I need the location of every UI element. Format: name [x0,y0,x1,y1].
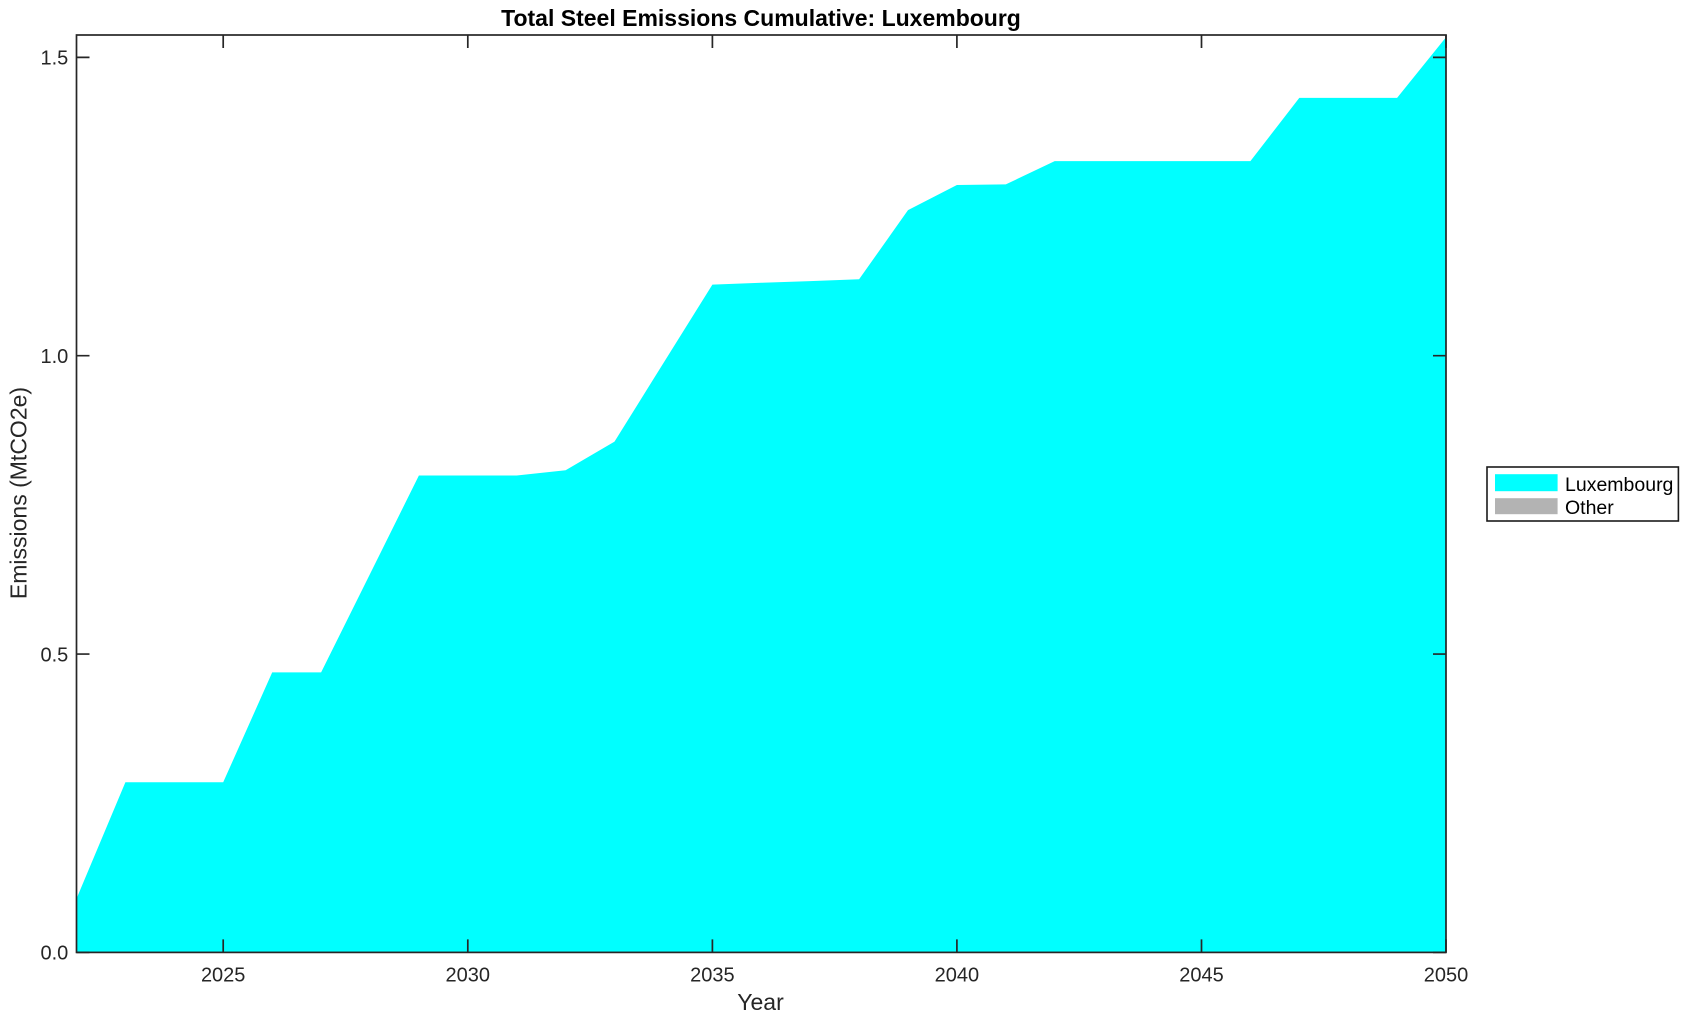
svg-text:1.5: 1.5 [40,48,68,70]
svg-text:0.5: 0.5 [40,644,68,666]
svg-text:Year: Year [737,989,784,1015]
svg-text:2050: 2050 [1424,964,1469,986]
svg-text:Total Steel Emissions Cumulati: Total Steel Emissions Cumulative: Luxemb… [501,5,1021,31]
svg-text:2045: 2045 [1179,964,1224,986]
svg-text:2025: 2025 [201,964,246,986]
svg-text:Other: Other [1565,497,1614,519]
svg-text:2035: 2035 [690,964,735,986]
svg-text:2040: 2040 [935,964,980,986]
svg-text:1.0: 1.0 [40,346,68,368]
svg-text:Emissions (MtCO2e): Emissions (MtCO2e) [6,387,32,599]
svg-text:Luxembourg: Luxembourg [1565,474,1673,496]
svg-text:0.0: 0.0 [40,943,68,965]
svg-text:2030: 2030 [446,964,491,986]
